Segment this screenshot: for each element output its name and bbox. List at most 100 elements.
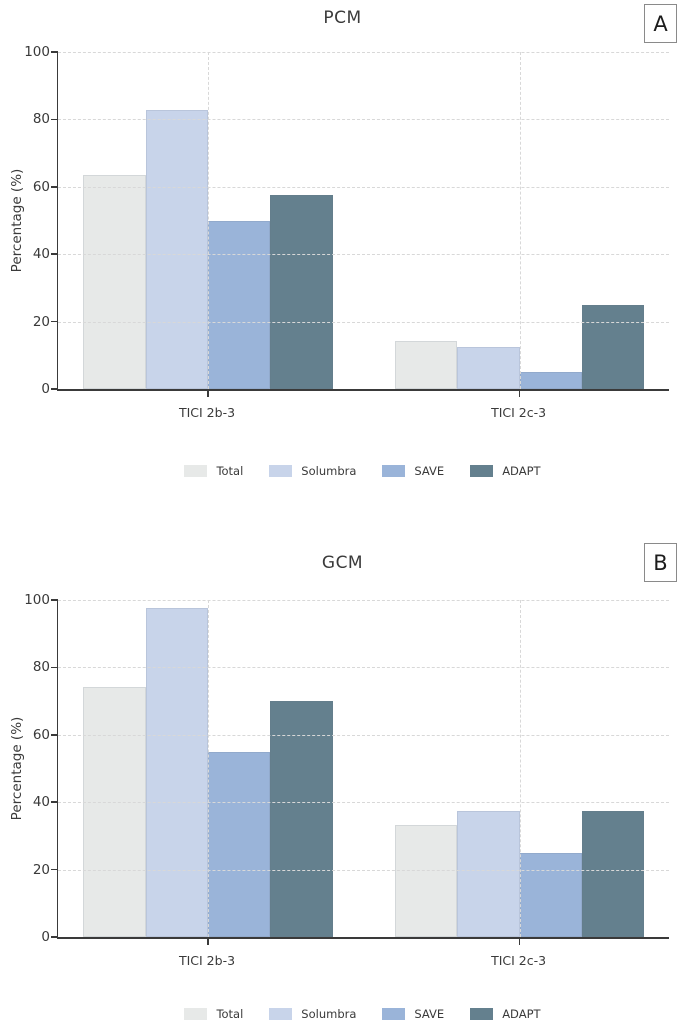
legend-label-solumbra: Solumbra	[301, 464, 357, 478]
legend-swatch-total	[184, 1008, 208, 1020]
panel-a-figure: PCM A Percentage (%) 0 20 40 60 80 100 Total S…	[9, 4, 677, 478]
legend-item-adapt: ADAPT	[470, 1007, 541, 1021]
bar-save-tici-2c-3	[519, 852, 582, 938]
legend-label-solumbra: Solumbra	[301, 1007, 357, 1021]
gridline-v-0	[208, 52, 209, 389]
y-tick-label-0: 0	[41, 381, 50, 397]
legend-swatch-solumbra	[269, 1008, 293, 1020]
chart-title: PCM	[323, 8, 362, 28]
legend-item-total: Total	[184, 464, 243, 478]
bar-total-tici-2c-3	[395, 824, 458, 937]
y-tick-20	[51, 320, 58, 323]
x-category-label: TICI 2b-3	[178, 953, 236, 968]
panel-b-figure: GCM B Percentage (%) 0 20 40 60 80 100 Total S…	[0, 515, 685, 1030]
legend: Total Solumbra SAVE ADAPT	[57, 1007, 668, 1021]
y-tick-label-20: 20	[32, 313, 50, 330]
gridline-h-40	[58, 802, 669, 804]
bar-total-tici-2b-3	[83, 174, 146, 389]
bar-adapt-tici-2c-3	[581, 810, 645, 937]
gridline-h-80	[58, 667, 669, 669]
legend-label-adapt: ADAPT	[502, 1007, 541, 1021]
y-axis-label: Percentage (%)	[9, 716, 25, 821]
y-tick-label-100: 100	[24, 592, 50, 608]
legend-label-total: Total	[216, 464, 244, 478]
gridline-v-1	[519, 52, 521, 389]
panel-label-box: A	[644, 4, 677, 43]
legend-item-total: Total	[184, 1007, 243, 1021]
bar-save-tici-2c-3	[519, 372, 582, 389]
panel-label-box: B	[644, 543, 677, 582]
bar-solumbra-tici-2c-3	[457, 346, 520, 389]
gridline-v-0	[208, 600, 209, 937]
bar-adapt-tici-2b-3	[270, 701, 333, 937]
bar-solumbra-tici-2b-3	[145, 608, 208, 937]
legend-swatch-save	[382, 465, 406, 477]
bar-save-tici-2b-3	[208, 751, 271, 937]
legend-swatch-solumbra	[269, 465, 293, 477]
legend-swatch-adapt	[470, 1008, 494, 1020]
panel-label: B	[653, 550, 668, 575]
y-tick-80	[51, 118, 58, 121]
x-category-label: TICI 2b-3	[178, 405, 236, 420]
bar-adapt-tici-2b-3	[270, 195, 333, 389]
gridline-h-60	[58, 186, 669, 188]
y-tick-0	[51, 936, 58, 938]
gridline-v-1	[519, 600, 521, 937]
legend-item-save: SAVE	[382, 464, 444, 478]
legend-item-adapt: ADAPT	[470, 464, 541, 478]
y-tick-60	[51, 186, 58, 188]
legend-label-total: Total	[216, 1007, 244, 1021]
y-tick-label-20: 20	[32, 861, 50, 878]
gridline-h-100	[58, 600, 669, 601]
gridline-h-20	[58, 321, 669, 323]
legend-label-adapt: ADAPT	[502, 464, 541, 478]
gridline-h-60	[58, 734, 669, 736]
y-tick-label-60: 60	[32, 178, 50, 195]
gridline-h-40	[58, 254, 669, 256]
y-tick-label-0: 0	[41, 929, 50, 945]
y-tick-80	[51, 666, 58, 669]
x-category-label: TICI 2c-3	[491, 405, 547, 420]
x-category-label: TICI 2c-3	[491, 953, 547, 968]
bar-total-tici-2b-3	[83, 686, 146, 937]
y-tick-40	[51, 801, 58, 803]
legend-swatch-total	[184, 465, 208, 477]
y-tick-label-80: 80	[32, 111, 50, 128]
x-tick-0	[207, 391, 209, 397]
y-tick-label-40: 40	[32, 246, 50, 263]
y-tick-60	[51, 734, 58, 736]
y-tick-label-100: 100	[24, 44, 50, 60]
y-tick-label-40: 40	[32, 794, 50, 811]
legend-item-solumbra: Solumbra	[269, 464, 356, 478]
legend-swatch-adapt	[470, 465, 494, 477]
y-tick-label-60: 60	[32, 726, 50, 743]
bar-total-tici-2c-3	[395, 340, 458, 389]
panel-label: A	[653, 11, 668, 36]
bar-solumbra-tici-2c-3	[457, 810, 520, 937]
gridline-h-20	[58, 869, 669, 871]
x-tick-0	[207, 939, 209, 945]
legend: Total Solumbra SAVE ADAPT	[57, 464, 668, 478]
y-tick-20	[51, 868, 58, 871]
y-tick-40	[51, 253, 58, 255]
x-tick-1	[518, 939, 521, 945]
bar-adapt-tici-2c-3	[581, 304, 645, 390]
x-tick-1	[518, 391, 521, 397]
chart-title: GCM	[321, 553, 364, 573]
legend-label-save: SAVE	[414, 464, 445, 478]
gridline-h-80	[58, 119, 669, 121]
bar-save-tici-2b-3	[208, 220, 271, 389]
y-tick-label-80: 80	[32, 659, 50, 676]
gridline-h-100	[58, 52, 669, 53]
legend-swatch-save	[382, 1008, 406, 1020]
legend-label-save: SAVE	[414, 1007, 445, 1021]
bar-solumbra-tici-2b-3	[145, 109, 208, 389]
y-tick-100	[51, 51, 58, 53]
y-tick-0	[51, 388, 58, 390]
legend-item-solumbra: Solumbra	[269, 1007, 356, 1021]
plot-area: 0 20 40 60 80 100	[24, 592, 669, 945]
y-tick-100	[51, 599, 58, 601]
plot-area: 0 20 40 60 80 100	[24, 44, 669, 397]
legend-item-save: SAVE	[382, 1007, 444, 1021]
